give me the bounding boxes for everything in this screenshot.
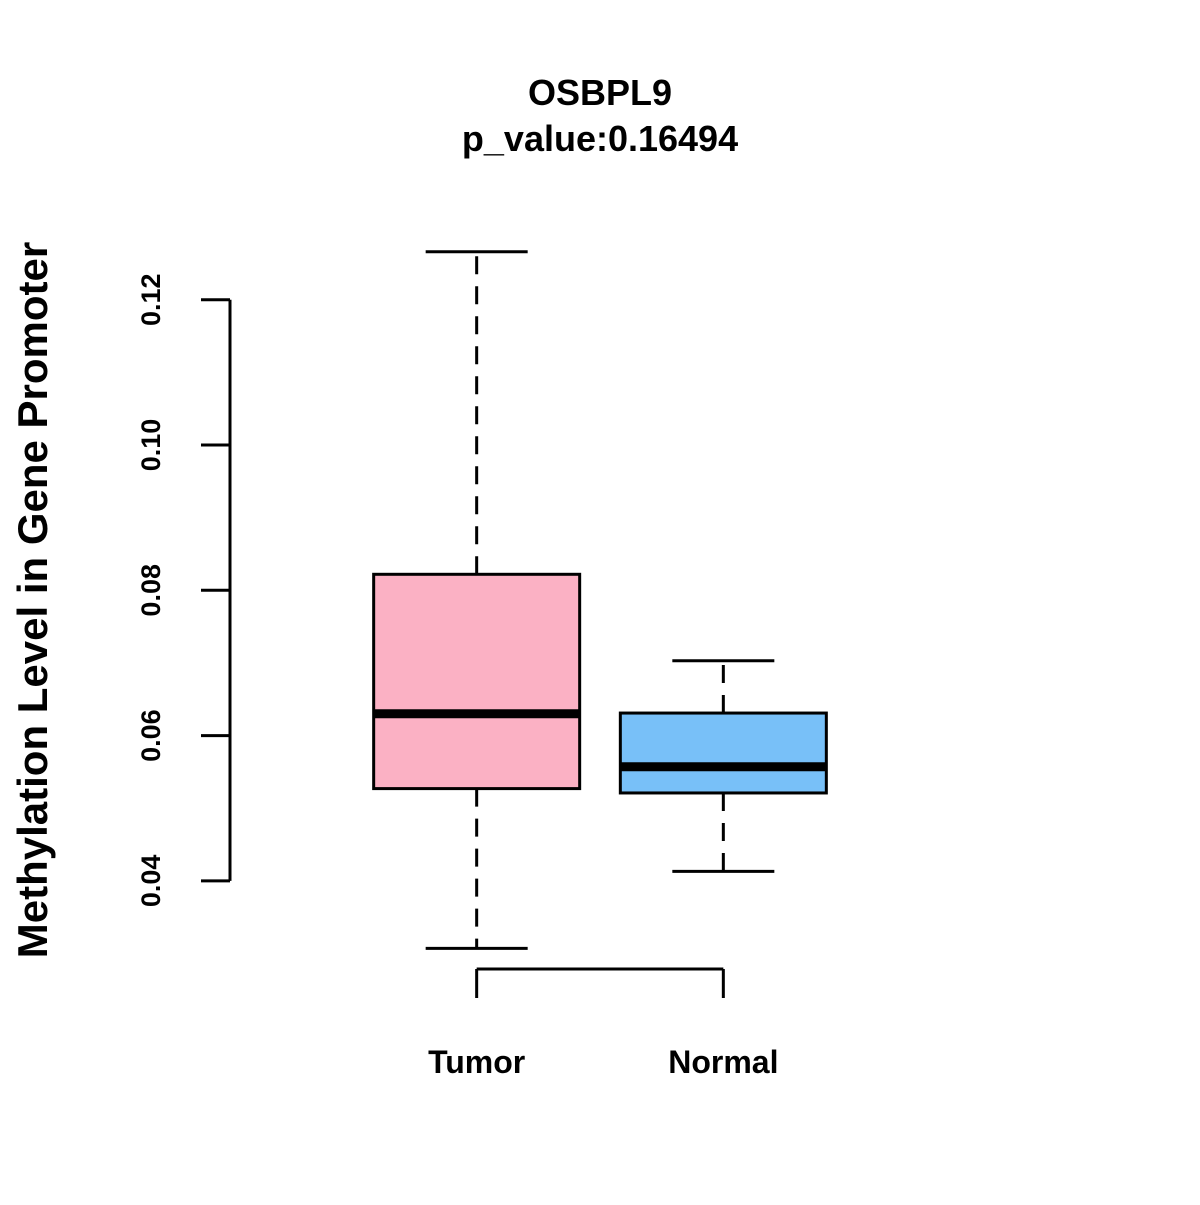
y-tick-label: 0.06 [136,709,166,762]
chart-subtitle: p_value:0.16494 [462,118,738,159]
boxes [372,250,828,950]
y-tick-label: 0.08 [136,564,166,617]
y-axis: 0.04 0.06 0.08 0.10 0.12 [136,273,232,908]
x-tick-label: Normal [668,1044,778,1080]
y-tick-label: 0.04 [136,855,166,908]
x-tick-label: Tumor [428,1044,525,1080]
y-tick-label: 0.10 [136,419,166,472]
y-tick-label: 0.12 [136,273,166,326]
x-axis: Tumor Normal [428,967,778,1080]
chart-title: OSBPL9 [528,72,672,113]
iqr-box [618,711,828,795]
y-axis-label: Methylation Level in Gene Promoter [9,242,56,958]
box-tumor [372,250,582,950]
iqr-box [372,572,582,791]
box-normal [618,659,828,873]
